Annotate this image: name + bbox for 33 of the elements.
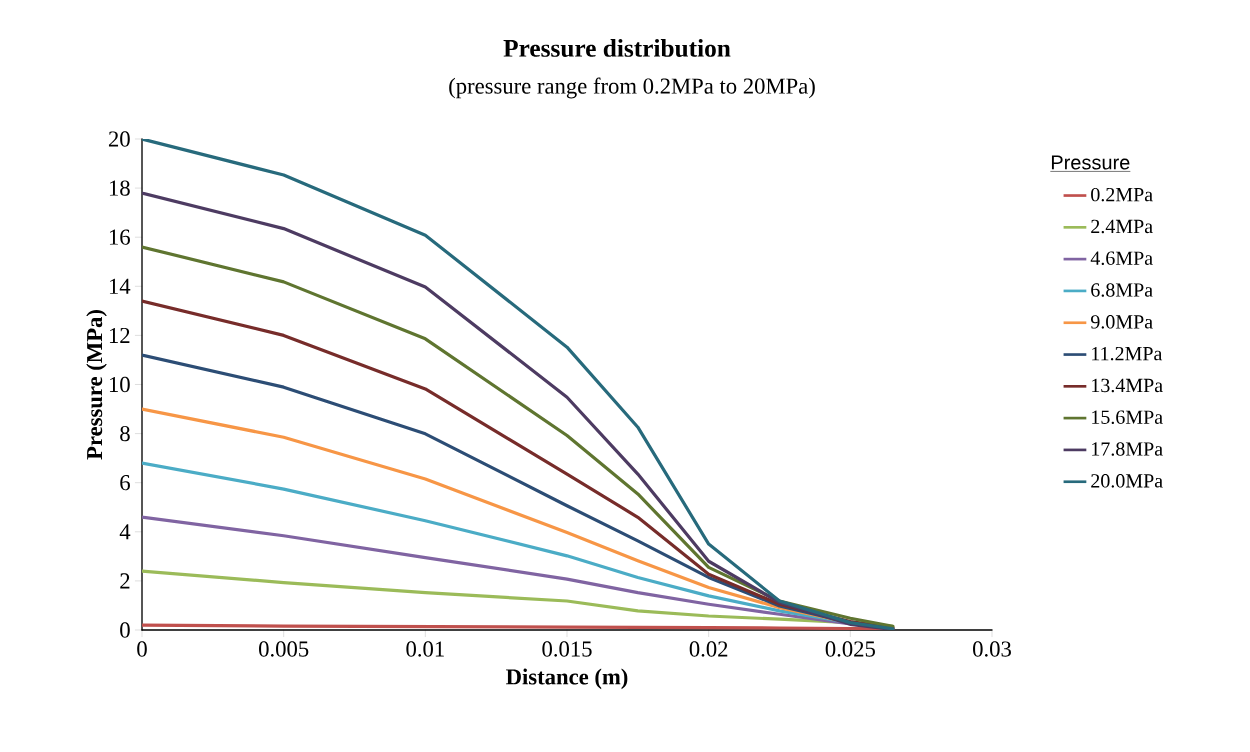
y-tick-label: 18 xyxy=(109,180,130,196)
y-tick-label: 10 xyxy=(109,376,130,393)
x-tick-label: 0 xyxy=(137,641,147,657)
y-axis-title: Pressure (MPa) xyxy=(86,310,107,460)
legend-label: 20.0MPa xyxy=(1091,474,1163,488)
y-tick-label: 2 xyxy=(120,573,130,589)
chart-title: Pressure distribution xyxy=(503,39,731,57)
legend-label: 11.2MPa xyxy=(1092,346,1163,361)
legend-label: 4.6MPa xyxy=(1090,251,1153,266)
y-tick-label: 6 xyxy=(120,475,130,491)
legend-label: 2.4MPa xyxy=(1091,219,1153,234)
y-tick-label: 0 xyxy=(120,622,130,638)
x-tick-label: 0.005 xyxy=(259,641,309,657)
y-tick-label: 12 xyxy=(109,327,130,343)
legend-label: 17.8MPa xyxy=(1092,442,1163,456)
y-tick-label: 14 xyxy=(109,278,131,294)
x-axis-title: Distance (m) xyxy=(506,668,628,690)
y-tick-label: 20 xyxy=(108,131,130,147)
legend-label: 6.8MPa xyxy=(1091,283,1153,297)
x-tick-label: 0.01 xyxy=(406,641,444,657)
x-tick-label: 0.015 xyxy=(542,641,592,657)
legend-label: 9.0MPa xyxy=(1090,315,1153,329)
legend-label: 13.4MPa xyxy=(1092,378,1163,393)
y-tick-label: 4 xyxy=(119,524,131,540)
legend-title: Pressure xyxy=(1051,155,1130,170)
x-tick-label: 0.025 xyxy=(825,641,875,657)
y-tick-label: 8 xyxy=(120,425,130,442)
legend-label: 0.2MPa xyxy=(1091,187,1153,202)
x-tick-label: 0.03 xyxy=(973,641,1011,657)
chart-subtitle: (pressure range from 0.2MPa to 20MPa) xyxy=(449,77,815,99)
x-tick-label: 0.02 xyxy=(689,641,728,657)
legend-label: 15.6MPa xyxy=(1092,410,1163,425)
y-tick-label: 16 xyxy=(109,229,130,245)
